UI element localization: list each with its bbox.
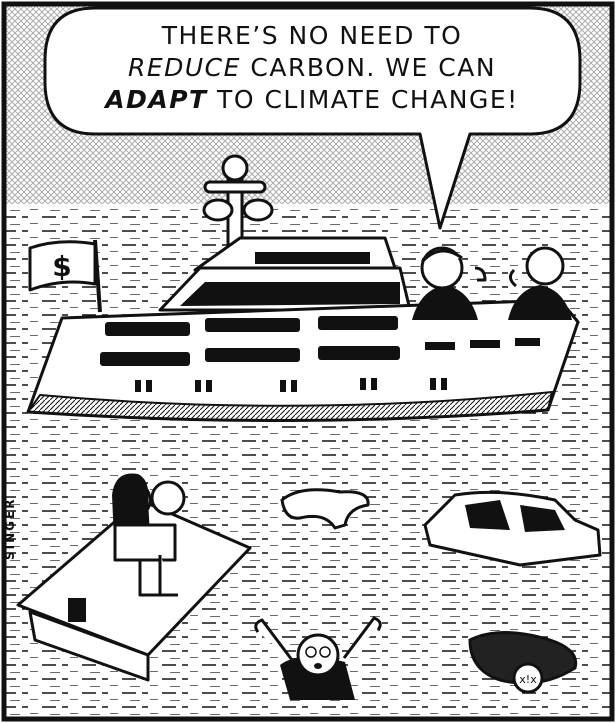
bubble-line: ADAPT TO CLIMATE CHANGE! (103, 85, 518, 114)
text-segment: REDUCE (128, 53, 241, 82)
text-segment: THERE’S NO NEED TO (161, 21, 463, 50)
floating-body: x!x (468, 631, 578, 694)
face-marks: x!x (519, 673, 537, 686)
text-segment: TO CLIMATE CHANGE! (208, 85, 519, 114)
text-segment: ADAPT (103, 85, 208, 114)
yacht: $ (26, 154, 580, 423)
text-segment: CARBON. WE CAN (241, 53, 496, 82)
men (412, 246, 572, 320)
speech-bubble: THERE’S NO NEED TO REDUCE CARBON. WE CAN… (43, 6, 582, 230)
drowning-person (254, 616, 382, 700)
flag-symbol: $ (52, 250, 71, 283)
bubble-line: REDUCE CARBON. WE CAN (128, 53, 496, 82)
car (423, 490, 602, 567)
bubble-line: THERE’S NO NEED TO (161, 21, 463, 50)
house (16, 473, 252, 682)
floating-body (280, 488, 370, 530)
